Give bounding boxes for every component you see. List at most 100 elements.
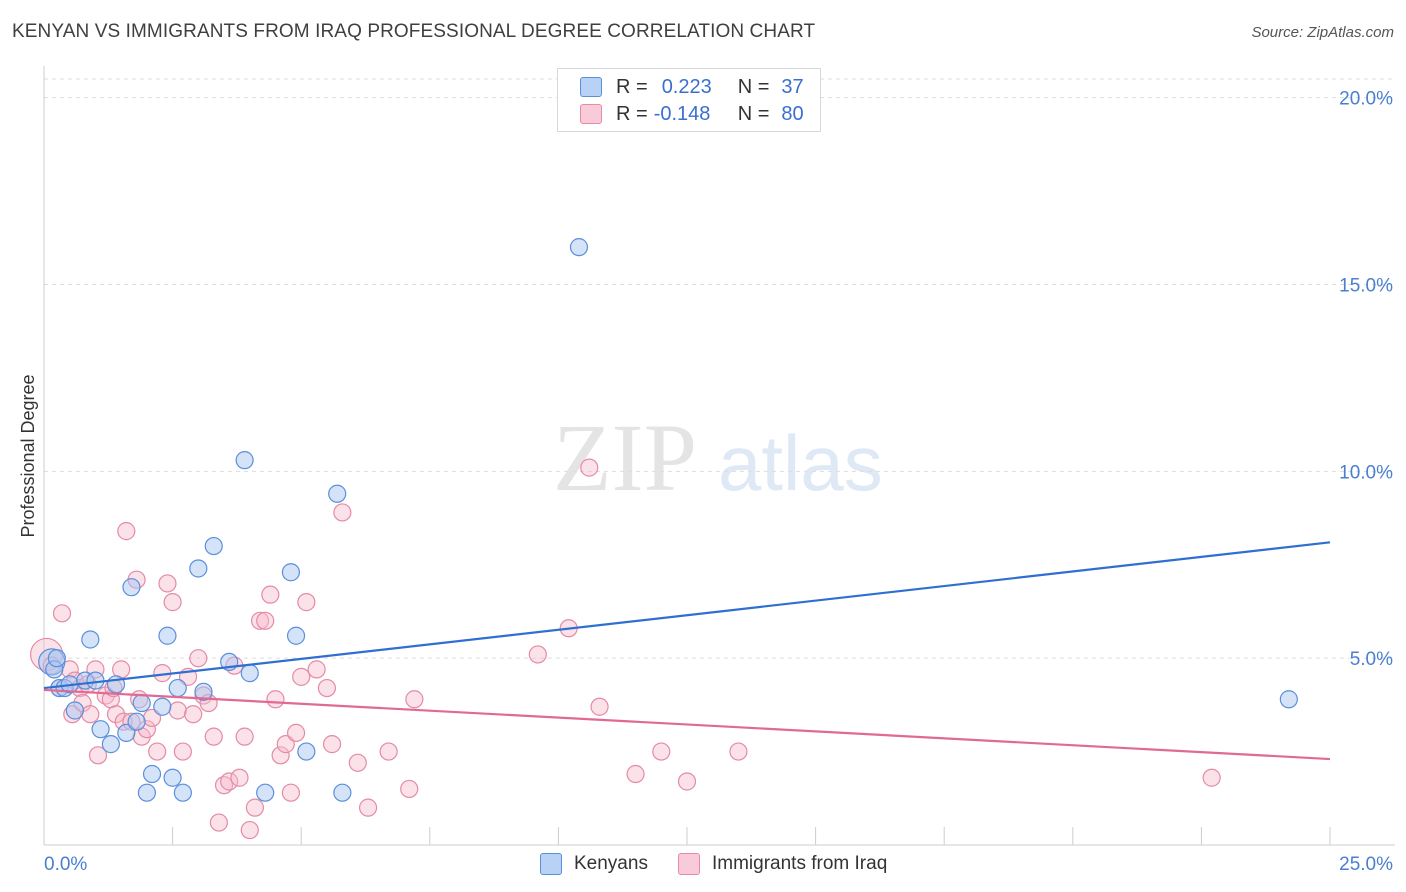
iraq-point [405, 690, 424, 709]
kenyan-point [158, 626, 177, 645]
iraq-point [1202, 768, 1221, 787]
iraq-point [322, 735, 342, 754]
iraq-point [256, 611, 275, 630]
legend-n-value: 37 [781, 75, 804, 98]
kenyan-point [569, 238, 589, 257]
kenyan-point [189, 559, 208, 578]
chart-title: KENYAN VS IMMIGRANTS FROM IRAQ PROFESSIO… [12, 21, 816, 42]
legend-row-kenyans: R = 0.223 N = 37 [580, 75, 804, 99]
kenyan-point [132, 693, 151, 713]
iraq-point [189, 649, 208, 668]
legend-r-label: R = [616, 75, 648, 98]
iraq-point [81, 705, 100, 724]
trend-line-kenyans [43, 541, 1331, 690]
iraq-point [590, 697, 609, 716]
kenyan-point [117, 723, 136, 743]
iraq-point [173, 742, 192, 761]
iraq-point [333, 503, 352, 522]
kenyan-point [142, 764, 162, 784]
gridlines [44, 78, 1395, 659]
axes [43, 66, 1395, 846]
kenyan-point [91, 720, 110, 739]
kenyan-point [122, 578, 141, 597]
iraq-point [240, 820, 259, 840]
iraq-point [266, 690, 285, 709]
legend-item-iraq[interactable]: Immigrants from Iraq [678, 853, 887, 875]
kenyan-point [47, 649, 66, 668]
trend-lines [43, 541, 1331, 761]
kenyan-point [297, 742, 316, 761]
series-immigrants-from-iraq [29, 458, 1221, 840]
iraq-point [245, 798, 265, 817]
iraq-point [281, 783, 301, 802]
iraq-point [348, 753, 367, 772]
legend-row-iraq: R = -0.148 N = 80 [580, 102, 804, 126]
kenyan-point [127, 712, 146, 731]
kenyan-point [1279, 690, 1298, 709]
iraq-point [317, 678, 337, 698]
legend-label-kenyans: Kenyans [574, 853, 648, 874]
iraq-point [106, 705, 126, 724]
iraq-point [158, 574, 177, 593]
y-tick-label-2: 15.0% [1339, 276, 1393, 297]
iraq-point [52, 604, 72, 623]
kenyan-point [328, 484, 347, 503]
iraq-point [117, 522, 136, 541]
iraq-point [163, 593, 182, 612]
kenyan-point [194, 682, 213, 701]
x-tick-label-1: 25.0% [1339, 854, 1393, 875]
legend-n-label: N = [737, 102, 770, 125]
iraq-point [677, 772, 697, 791]
legend-swatch-kenyans [540, 853, 562, 875]
iraq-point [184, 705, 203, 724]
iraq-point [652, 742, 671, 761]
kenyan-point [163, 768, 182, 787]
iraq-point [168, 701, 187, 720]
x-tick-label-0: 0.0% [44, 854, 87, 875]
iraq-point [148, 742, 167, 761]
iraq-point [286, 723, 306, 743]
kenyan-point [65, 701, 84, 720]
iraq-point [358, 798, 378, 817]
iraq-point [626, 764, 645, 784]
iraq-point [276, 735, 295, 754]
legend-swatch-iraq [678, 853, 700, 875]
legend-r-value: 0.223 [661, 75, 712, 98]
kenyan-point [256, 783, 275, 802]
legend-item-kenyans[interactable]: Kenyans [540, 853, 648, 875]
y-tick-labels: 5.0% 10.0% 15.0% 20.0% [1339, 89, 1393, 670]
iraq-point [250, 611, 270, 630]
kenyan-point [168, 678, 187, 698]
y-axis-title: Professional Degree [18, 374, 38, 537]
y-tick-label-3: 20.0% [1339, 89, 1393, 110]
iraq-point [88, 746, 108, 765]
kenyan-point [240, 664, 259, 683]
trend-line-iraq [43, 688, 1331, 761]
kenyan-point [235, 451, 254, 470]
iraq-point [379, 742, 398, 761]
kenyan-point [204, 536, 223, 556]
x-tick-labels: 0.0% 25.0% [44, 854, 1393, 875]
legend-swatch-kenyans [580, 77, 602, 97]
kenyan-point [286, 626, 306, 645]
iraq-point [261, 585, 280, 604]
kenyan-point [81, 630, 100, 649]
series-legend: Kenyans Immigrants from Iraq [0, 850, 1406, 880]
kenyan-point [153, 697, 172, 716]
kenyan-point [173, 783, 192, 802]
iraq-point [292, 667, 311, 686]
legend-label-iraq: Immigrants from Iraq [712, 853, 888, 874]
kenyan-point [101, 735, 120, 754]
legend-swatch-iraq [580, 104, 602, 124]
source-label: Source: ZipAtlas.com [1251, 24, 1394, 41]
kenyan-point [281, 563, 301, 582]
legend-n-label: N = [737, 75, 770, 98]
y-tick-label-0: 5.0% [1350, 649, 1393, 670]
watermark-atlas: atlas [718, 419, 883, 507]
kenyan-point [333, 783, 352, 802]
iraq-point [235, 727, 254, 746]
legend-r-value: -0.148 [653, 102, 711, 125]
legend-r-label: R = [616, 102, 648, 125]
iraq-point [204, 727, 223, 746]
